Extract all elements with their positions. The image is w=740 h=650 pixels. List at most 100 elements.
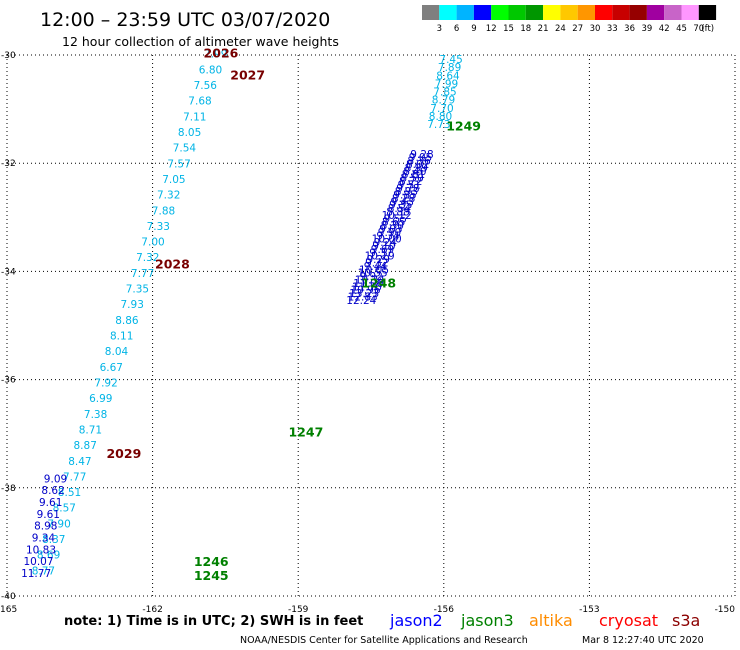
wave-height-value: 9.37: [369, 247, 392, 259]
wave-height-value: 8.86: [115, 315, 139, 327]
wave-height-value: 8.54: [388, 203, 412, 215]
wave-height-value: 8.50: [400, 173, 423, 185]
y-tick-label: -30: [1, 51, 16, 61]
chart-subtitle: 12 hour collection of altimeter wave hei…: [62, 34, 339, 49]
y-tick-label: -40: [1, 592, 16, 602]
wave-height-value: 8.51: [58, 487, 81, 499]
colorbar-label: 27: [572, 24, 583, 34]
wave-height-value: 7.89: [438, 62, 461, 74]
wave-height-value: 9.69: [371, 244, 394, 256]
y-tick-label: -32: [1, 159, 16, 169]
colorbar-swatch: [525, 5, 544, 20]
wave-height-value: 7.11: [183, 111, 206, 123]
wave-height-value: 9.92: [360, 271, 383, 283]
wave-height-value: 8.77: [32, 565, 55, 577]
wave-height-value: 9.09: [44, 473, 67, 485]
wave-height-value: 9.51: [398, 179, 421, 191]
colorbar-swatch: [543, 5, 561, 20]
wave-height-value: 7.85: [433, 87, 456, 99]
wave-height-value: 10.29: [365, 251, 395, 263]
wave-height-value: 10.07: [23, 556, 53, 568]
colorbar-label: 33: [607, 24, 618, 34]
wave-height-value: 13.23: [349, 288, 379, 300]
wave-height-value: 9.85: [393, 190, 416, 202]
colorbar-swatch: [508, 5, 526, 20]
satellite-legend-cryosat: cryosat: [599, 611, 658, 630]
y-tick-label: -34: [1, 267, 16, 277]
pass-number-label: 1247: [288, 424, 323, 439]
x-tick-label: -156: [434, 605, 455, 615]
colorbar-swatch: [681, 5, 699, 20]
wave-height-value: 11.77: [21, 568, 51, 580]
colorbar-label: 21: [538, 24, 549, 34]
wave-height-value: 6.99: [89, 393, 112, 405]
wave-height-value: 6.80: [199, 64, 222, 76]
wave-height-value: 10.83: [26, 544, 56, 556]
wave-height-value: 9.55: [384, 213, 407, 225]
pass-number-label: 1245: [194, 568, 229, 583]
wave-height-value: 10.34: [355, 275, 385, 287]
wave-height-value: 8.65: [382, 217, 405, 229]
colorbar-label: 42: [659, 24, 670, 34]
pass-number-label: 1246: [194, 554, 229, 569]
wave-height-value: 7.99: [435, 79, 458, 91]
wave-height-value: 8.64: [436, 70, 460, 82]
wave-height-value: 8.02: [406, 159, 429, 171]
wave-height-value: 8.72: [399, 176, 422, 188]
wave-height-value: 11.06: [353, 278, 383, 290]
wave-height-value: 8.99: [405, 162, 428, 174]
pass-number-label: 1248: [361, 276, 396, 291]
wave-height-value: 9.10: [372, 241, 395, 253]
wave-height-value: 7.92: [94, 378, 117, 390]
wave-height-value: 12.24: [346, 295, 376, 307]
wave-height-value: 9.34: [376, 230, 400, 242]
wave-height-value: 7.56: [194, 80, 218, 92]
chart-title: 12:00 – 23:59 UTC 03/07/2020: [40, 9, 330, 31]
colorbar-swatch: [646, 5, 665, 20]
colorbar-label: 30: [590, 24, 601, 34]
wave-height-value: 8.30: [381, 220, 404, 232]
wave-height-value: 8.88: [386, 207, 409, 219]
wave-height-value: 8.05: [178, 127, 201, 139]
footer-note: note: 1) Time is in UTC; 2) SWH is in fe…: [64, 614, 363, 629]
colorbar-swatch: [664, 5, 682, 20]
wave-height-value: 10.12: [382, 210, 412, 222]
colorbar-unit: (ft): [701, 24, 714, 34]
wave-height-value: 9.34: [32, 533, 56, 545]
satellite-legend-s3a: s3a: [672, 611, 700, 630]
wave-height-value: 10.00: [372, 234, 402, 246]
colorbar-swatch: [456, 5, 474, 20]
wave-height-value: 7.88: [152, 205, 175, 217]
colorbar-label: 15: [503, 24, 514, 34]
wave-height-value: 7.90: [47, 518, 70, 530]
colorbar-label: 6: [454, 24, 459, 34]
wave-height-value: 8.81: [402, 169, 425, 181]
wave-height-value: 11.70: [352, 281, 382, 293]
colorbar-swatch: [577, 5, 595, 20]
colorbar-label: 3: [437, 24, 442, 34]
colorbar-swatch: [595, 5, 613, 20]
wave-height-value: 12.83: [348, 292, 378, 304]
y-tick-label: -36: [1, 376, 16, 386]
colorbar-legend: 3 6 9 12 15 18 21 24 27 30 33 36 39 42 45 70(ft): [422, 5, 717, 34]
wave-height-value: 9.29: [367, 254, 390, 266]
wave-height-value: 9.28: [410, 149, 433, 161]
wave-height-value: 9.78: [396, 183, 419, 195]
wave-height-value: 8.40: [403, 166, 426, 178]
wave-height-value: 9.32: [365, 258, 388, 270]
wave-height-value: 6.67: [100, 362, 123, 374]
colorbar-swatch: [560, 5, 578, 20]
wave-height-value: 9.44: [364, 261, 388, 273]
pass-number-label: 2027: [230, 67, 265, 82]
pass-number-label: 2028: [155, 257, 190, 272]
wave-height-value: 8.37: [42, 534, 65, 546]
satellite-legend-jason3: jason3: [460, 611, 514, 630]
wave-height-value: 8.28: [392, 193, 415, 205]
footer-timestamp: Mar 8 12:27:40 UTC 2020: [582, 635, 704, 646]
wave-height-value: 8.47: [68, 456, 91, 468]
wave-height-value: 9.05: [409, 152, 432, 164]
wave-height-value: 8.69: [37, 550, 60, 562]
wave-height-value: 10.05: [359, 264, 389, 276]
colorbar-swatch: [439, 5, 457, 20]
